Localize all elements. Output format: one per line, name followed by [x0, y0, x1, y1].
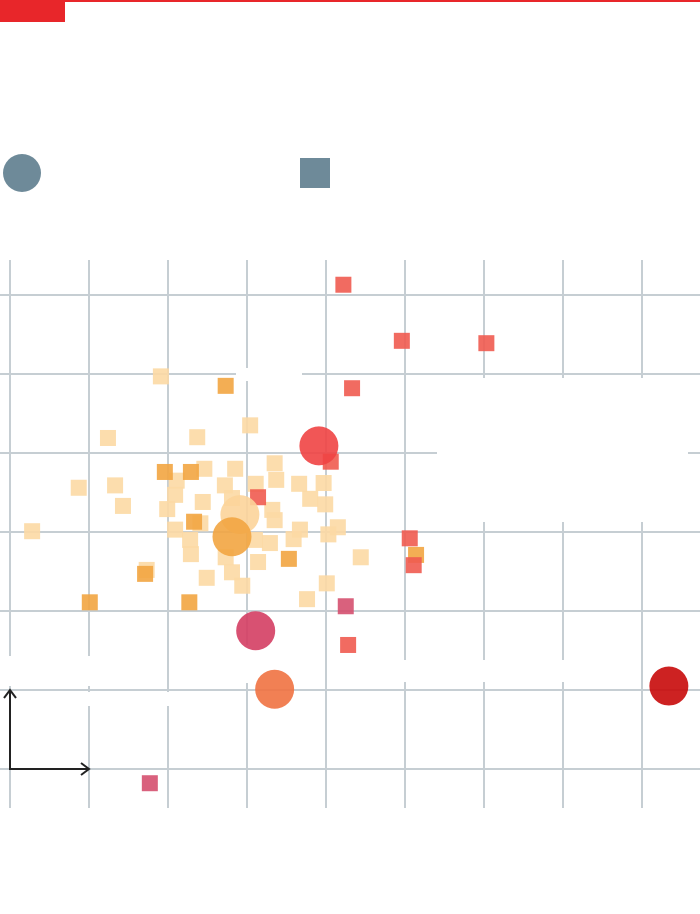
square-point	[70, 479, 87, 496]
square-point	[268, 471, 285, 488]
square-point	[182, 463, 199, 480]
top-tag	[0, 2, 65, 22]
square-point	[159, 501, 176, 518]
square-point	[250, 554, 267, 571]
square-point	[189, 429, 206, 446]
square-point	[299, 591, 316, 608]
label-space	[0, 368, 688, 706]
square-point	[337, 598, 354, 615]
bubble	[299, 426, 339, 466]
square-point	[167, 521, 184, 538]
square-point	[352, 549, 369, 566]
square-point	[216, 477, 233, 494]
square-point	[280, 550, 297, 567]
square-point	[198, 569, 215, 586]
square-point	[315, 475, 332, 492]
square-point	[285, 531, 302, 548]
axis-arrows	[3, 688, 91, 776]
square-point	[196, 460, 213, 477]
square-point	[266, 455, 283, 472]
bubble	[236, 611, 276, 651]
grid	[0, 260, 700, 808]
square-point	[107, 477, 124, 494]
square-point	[247, 475, 264, 492]
bubble	[212, 517, 252, 557]
square-point	[401, 530, 418, 547]
legend-square	[300, 158, 330, 188]
square-point	[217, 377, 234, 394]
square-point	[81, 594, 98, 611]
square-point	[393, 332, 410, 349]
square-point	[261, 535, 278, 552]
square-point	[194, 493, 211, 510]
square-point	[266, 512, 283, 529]
square-point	[317, 496, 334, 513]
square-point	[344, 380, 361, 397]
square-point	[141, 775, 158, 792]
square-point	[137, 565, 154, 582]
square-point	[167, 486, 184, 503]
bubble	[649, 666, 689, 706]
square-point	[318, 575, 335, 592]
top-rule	[0, 0, 700, 2]
square-point	[340, 636, 357, 653]
square-point	[24, 523, 41, 540]
square-point	[156, 463, 173, 480]
square-point	[114, 497, 131, 514]
square-point	[329, 519, 346, 536]
square-point	[182, 546, 199, 563]
square-point	[242, 417, 259, 434]
square-point	[186, 513, 203, 530]
square-point	[152, 368, 169, 385]
bubble	[255, 669, 295, 709]
points	[24, 276, 689, 792]
square-point	[478, 335, 495, 352]
square-point	[405, 557, 422, 574]
square-point	[182, 531, 199, 548]
square-point	[234, 577, 251, 594]
square-point	[335, 276, 352, 293]
square-point	[99, 429, 116, 446]
square-point	[302, 490, 319, 507]
square-point	[291, 475, 308, 492]
legend-circle	[3, 154, 41, 192]
square-point	[223, 564, 240, 581]
square-point	[181, 594, 198, 611]
square-point	[227, 460, 244, 477]
